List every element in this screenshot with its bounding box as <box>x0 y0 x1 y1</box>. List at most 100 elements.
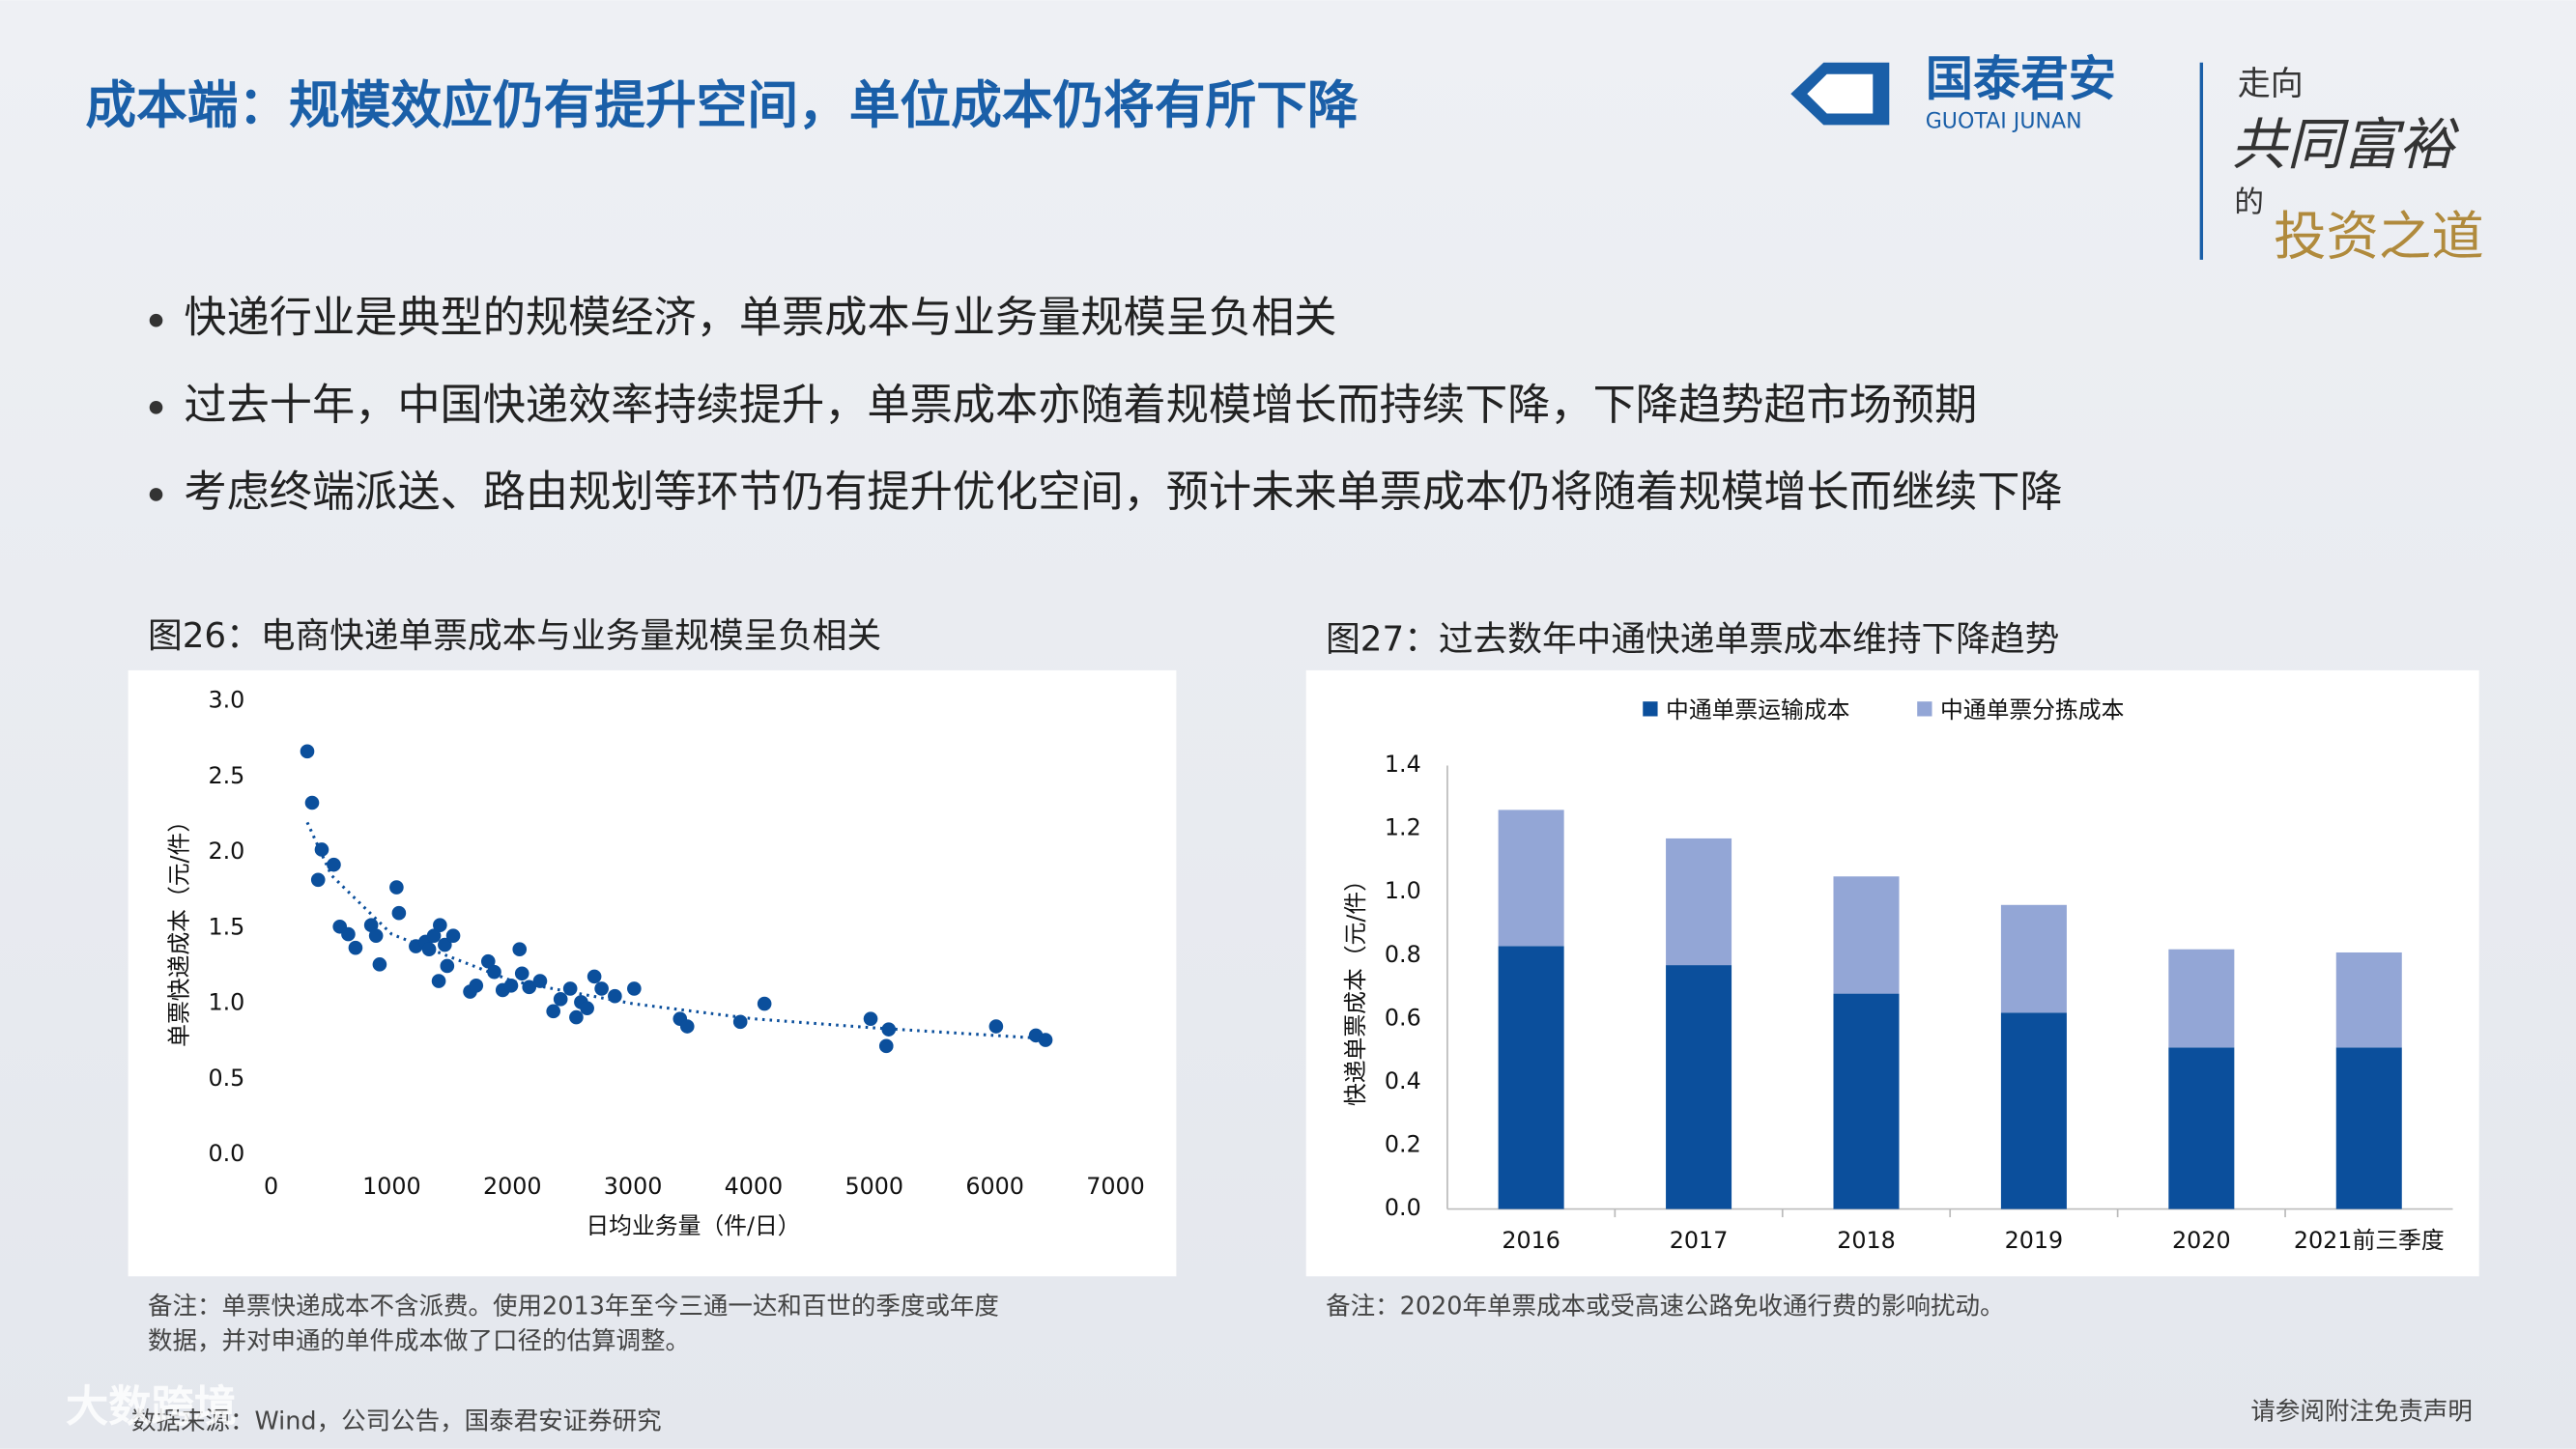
x-axis-label: 日均业务量（件/日） <box>586 1212 800 1239</box>
y-tick-label: 1.0 <box>1385 877 1421 904</box>
point <box>514 966 530 981</box>
bar-segment <box>2000 904 2067 1013</box>
bullet-text: 快递行业是典型的规模经济，单票成本与业务量规模呈负相关 <box>184 294 1336 343</box>
y-tick-label: 0.0 <box>1385 1194 1421 1221</box>
bar-segment <box>1498 810 1564 947</box>
bar-segment <box>2168 1047 2235 1209</box>
x-tick-label: 2017 <box>1670 1227 1729 1254</box>
bar-segment <box>2335 1047 2402 1209</box>
x-tick-label: 6000 <box>965 1173 1024 1200</box>
point <box>757 996 772 1011</box>
slogan: 走向 <box>2238 65 2304 103</box>
y-tick-label: 0.6 <box>1385 1004 1421 1031</box>
bar-segment <box>2000 1012 2067 1209</box>
slogan: 的 <box>2234 186 2264 220</box>
slogan: 投资之道 <box>2274 207 2484 268</box>
point <box>438 937 452 952</box>
point <box>372 957 387 972</box>
point <box>426 928 442 943</box>
point <box>608 988 622 1004</box>
x-tick-label: 2019 <box>2005 1227 2064 1254</box>
point <box>553 992 568 1007</box>
bar-segment <box>1498 946 1564 1209</box>
logo: 国泰君安 GUOTAI JUNAN 走向 共同富裕 的 投资之道 <box>1790 51 2484 268</box>
point <box>881 1022 897 1037</box>
point <box>532 974 548 988</box>
point <box>389 880 404 895</box>
point <box>569 1009 584 1025</box>
slide-title: 成本端：规模效应仍有提升空间，单位成本仍将有所下降 <box>85 76 1358 135</box>
y-tick-label: 0.0 <box>208 1140 244 1167</box>
bar-segment <box>2168 949 2235 1048</box>
y-axis-label: 单票快递成本（元/件） <box>166 810 193 1047</box>
bullet-text: 过去十年，中国快递效率持续提升，单票成本亦随着规模增长而持续下降，下降趋势超市场… <box>184 381 1977 430</box>
point <box>580 1001 594 1016</box>
point <box>487 964 501 980</box>
bullet-dot <box>149 313 163 327</box>
point <box>348 940 363 955</box>
x-tick-label: 3000 <box>604 1173 663 1200</box>
figure-title: 图27：过去数年中通快递单票成本维持下降趋势 <box>1326 619 2059 659</box>
point <box>341 926 356 942</box>
disclaimer: 请参阅附注免责声明 <box>2250 1397 2473 1426</box>
point <box>440 958 455 974</box>
x-tick-label: 1000 <box>362 1173 421 1200</box>
point <box>1038 1033 1053 1047</box>
point <box>304 795 320 810</box>
point <box>363 918 379 933</box>
point <box>445 928 461 943</box>
x-tick-label: 2020 <box>2172 1227 2231 1254</box>
x-tick-label: 4000 <box>725 1173 784 1200</box>
point <box>431 974 446 988</box>
point <box>546 1004 560 1019</box>
figure-title: 图26：电商快递单票成本与业务量规模呈负相关 <box>148 616 881 656</box>
point <box>587 969 602 984</box>
x-tick-label: 2000 <box>483 1173 542 1200</box>
point <box>594 981 609 996</box>
point <box>391 905 407 921</box>
y-tick-label: 2.0 <box>208 838 244 865</box>
point <box>863 1011 878 1026</box>
point <box>988 1019 1004 1034</box>
point <box>314 842 329 857</box>
logo-mark-inner <box>1807 73 1874 114</box>
y-tick-label: 0.5 <box>208 1065 244 1092</box>
slogan: 共同富裕 <box>2231 111 2459 177</box>
point <box>512 942 528 957</box>
y-tick-label: 0.4 <box>1385 1067 1421 1094</box>
logo-en: GUOTAI JUNAN <box>1926 109 2082 134</box>
x-tick-label: 2021前三季度 <box>2294 1227 2445 1254</box>
watermark: 大数跨境 <box>66 1382 237 1432</box>
chart-panel <box>128 669 1177 1277</box>
y-tick-label: 1.4 <box>1385 751 1421 778</box>
y-tick-label: 1.5 <box>208 913 244 940</box>
y-tick-label: 3.0 <box>208 687 244 714</box>
point <box>627 981 642 996</box>
bullet-text: 考虑终端派送、路由规划等环节仍有提升优化空间，预计未来单票成本仍将随着规模增长而… <box>184 468 2062 517</box>
point <box>469 978 484 993</box>
point <box>368 928 384 943</box>
x-tick-label: 2018 <box>1837 1227 1896 1254</box>
bullet-dot <box>149 488 163 501</box>
point <box>679 1019 695 1034</box>
point <box>503 978 519 993</box>
legend-swatch <box>1643 701 1658 717</box>
bar-segment <box>1666 965 1732 1209</box>
y-tick-label: 2.5 <box>208 762 244 789</box>
point <box>522 980 537 995</box>
figure-note: 备注：2020年单票成本或受高速公路免收通行费的影响扰动。 <box>1326 1293 2004 1321</box>
point <box>433 918 447 933</box>
point <box>562 981 578 996</box>
bar-segment <box>1833 876 1900 994</box>
point <box>480 953 496 969</box>
y-tick-label: 1.2 <box>1385 814 1421 841</box>
y-tick-label: 1.0 <box>208 989 244 1016</box>
figure-note: 数据，并对申通的单件成本做了口径的估算调整。 <box>148 1326 690 1355</box>
point <box>878 1038 894 1054</box>
legend-label: 中通单票分拣成本 <box>1940 696 2124 724</box>
source: 数据来源：Wind，公司公告，国泰君安证券研究 <box>131 1407 662 1436</box>
x-tick-label: 7000 <box>1086 1173 1145 1200</box>
point <box>310 872 326 888</box>
logo-cn: 国泰君安 <box>1926 51 2116 107</box>
